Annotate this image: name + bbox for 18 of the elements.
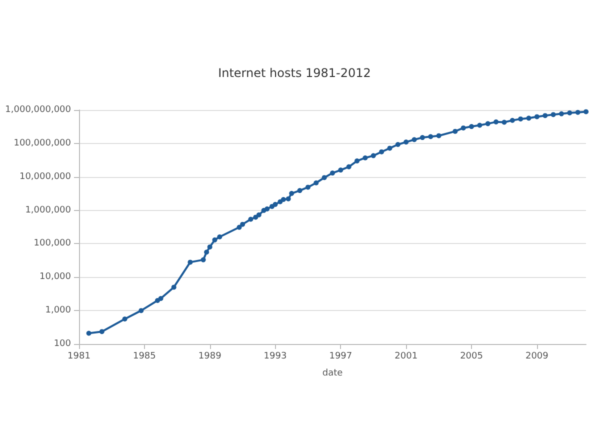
x-tick-label: 1985 bbox=[132, 352, 156, 362]
x-tick-label: 2005 bbox=[460, 352, 483, 362]
x-tick-label: 2001 bbox=[394, 352, 418, 362]
x-tick-label: 1981 bbox=[68, 352, 90, 362]
y-tick-label: 1,000 bbox=[45, 306, 72, 316]
y-tick-label: 100,000 bbox=[34, 238, 72, 249]
x-tick-label: 1989 bbox=[198, 352, 222, 362]
x-axis-title: date bbox=[322, 368, 344, 378]
y-tick-label: 10,000 bbox=[40, 272, 72, 282]
y-tick-label: 1,000,000 bbox=[25, 205, 72, 216]
x-tick-label: 1997 bbox=[329, 352, 352, 362]
x-tick-label: 2009 bbox=[525, 352, 549, 362]
x-tick-label: 1993 bbox=[264, 352, 287, 362]
y-tick-label: 100,000,000 bbox=[14, 138, 72, 148]
chart-title: Internet hosts 1981-2012 bbox=[218, 66, 371, 80]
y-tick-label: 10,000,000 bbox=[19, 172, 72, 182]
y-tick-label: 1,000,000,000 bbox=[5, 105, 72, 115]
y-tick-label: 100 bbox=[54, 339, 72, 349]
